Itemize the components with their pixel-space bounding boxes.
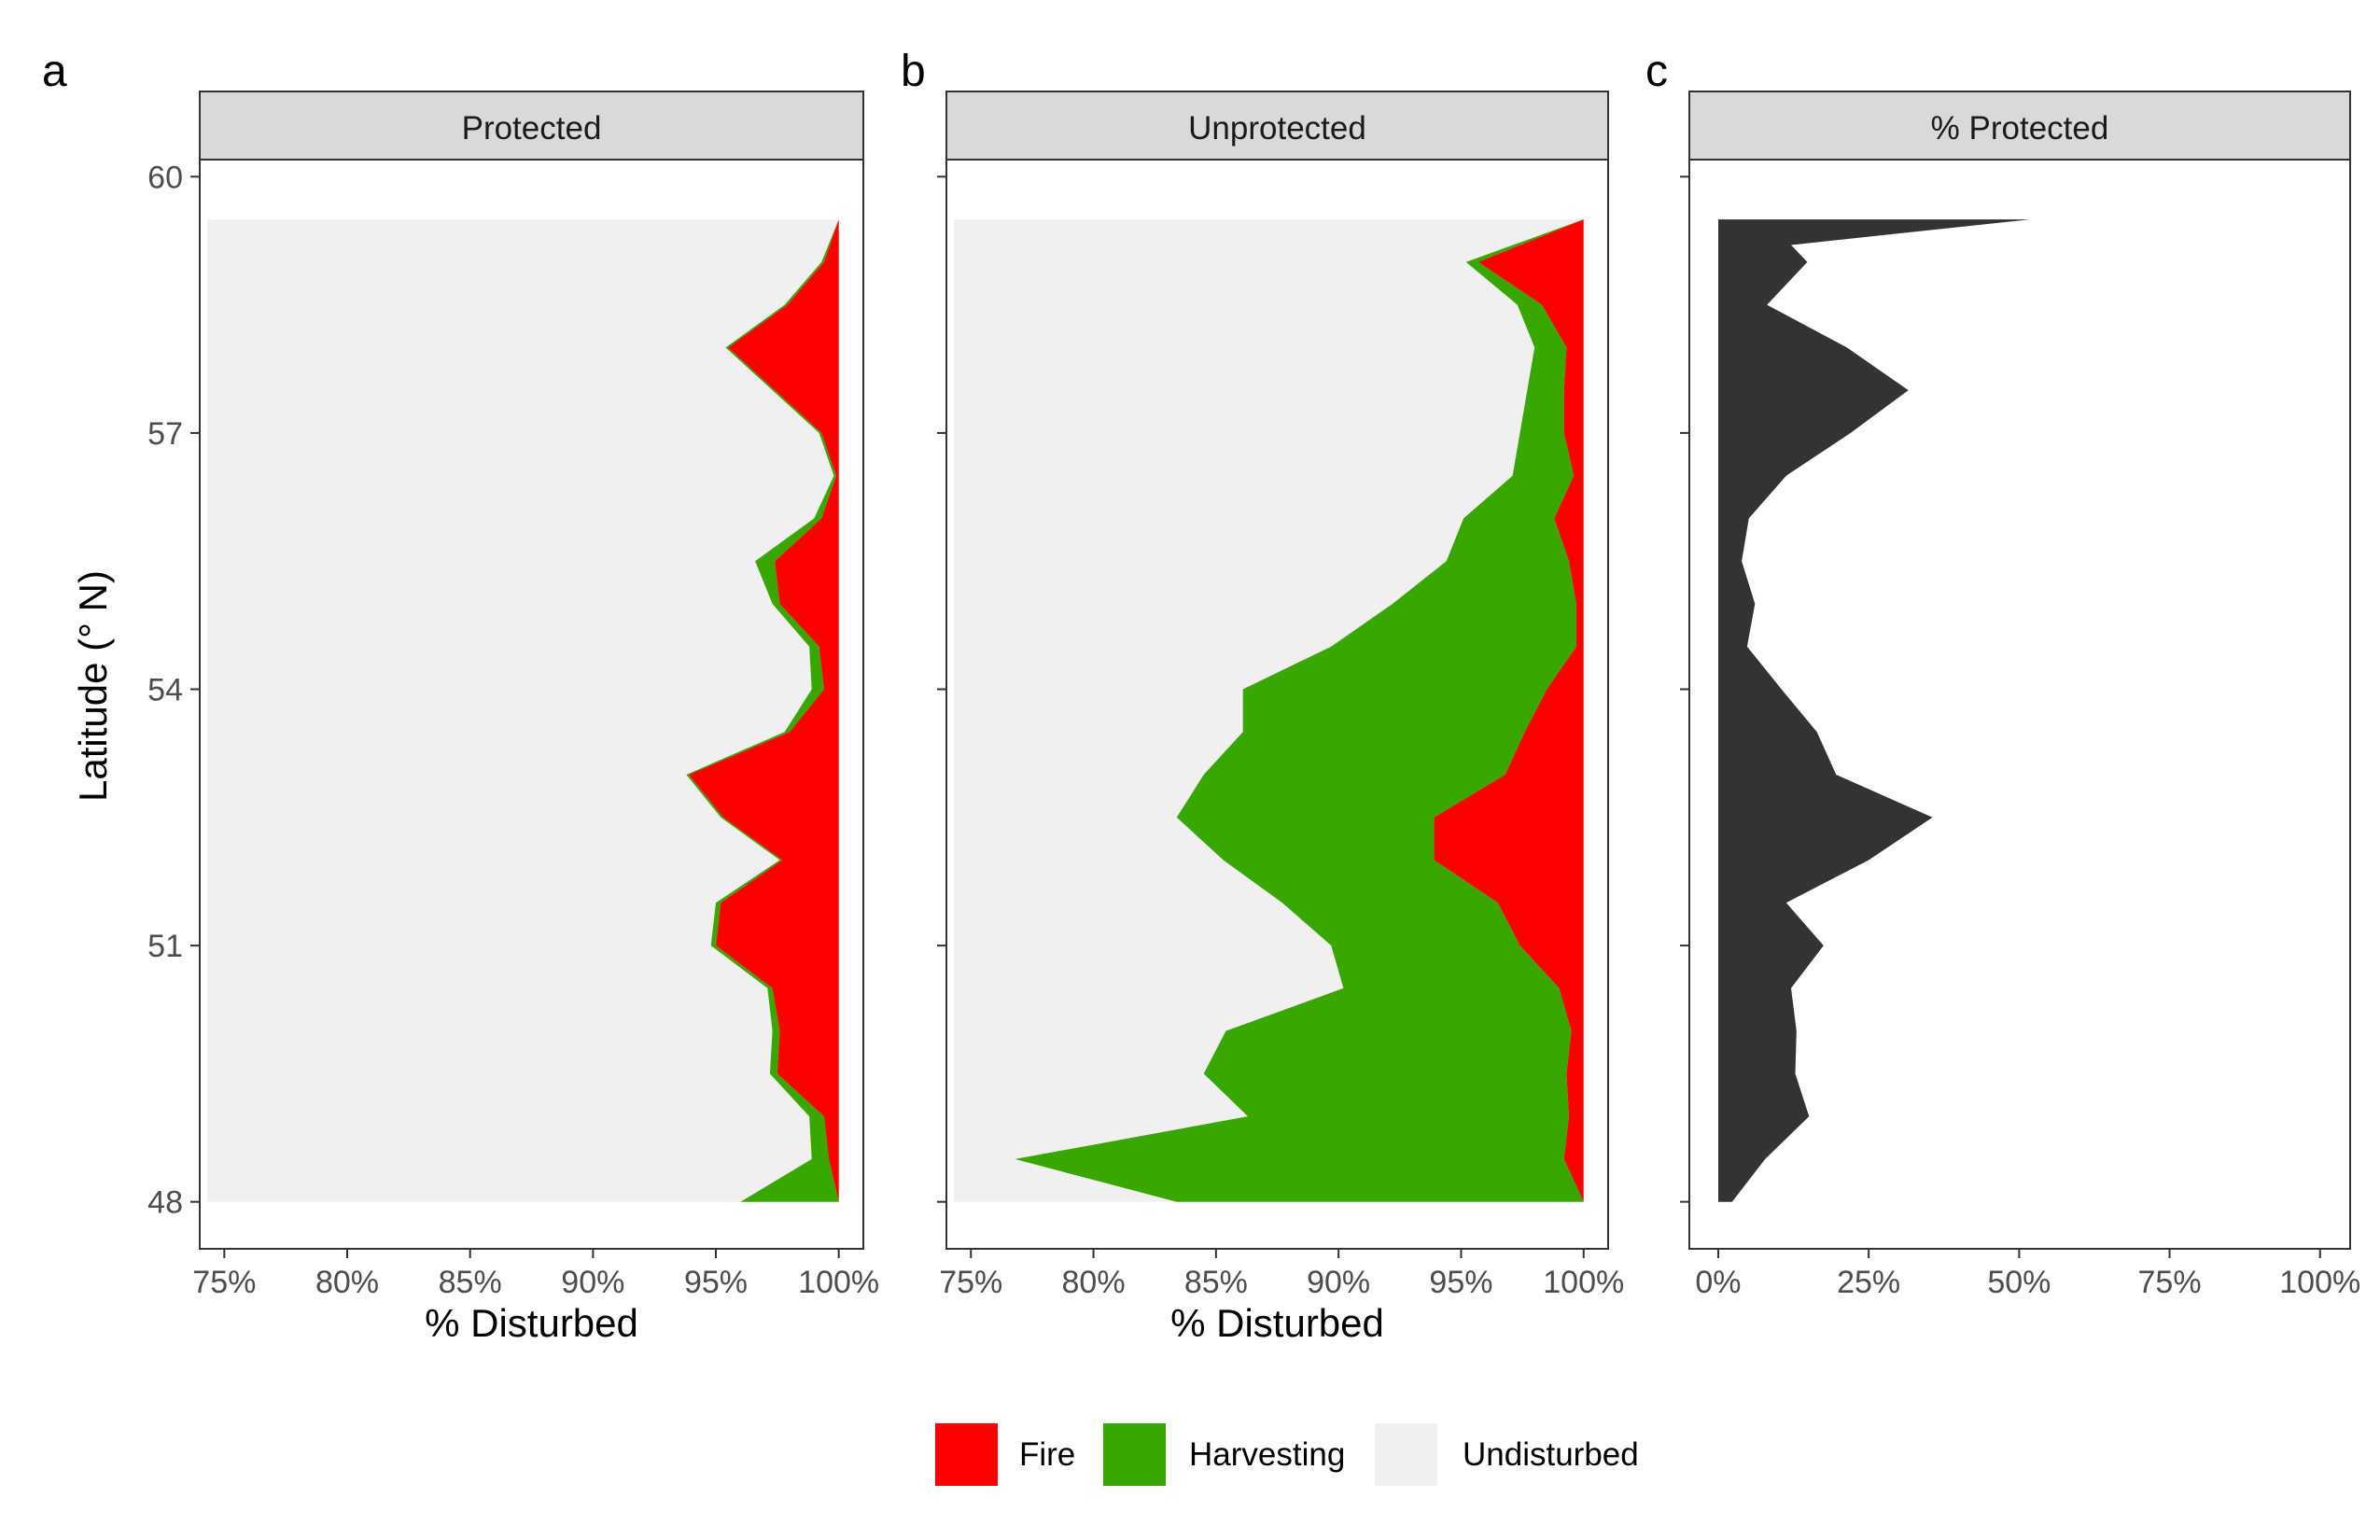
x-tick-label: 100% xyxy=(798,1265,879,1300)
x-tick-label: 85% xyxy=(1184,1265,1248,1300)
x-tick-label: 85% xyxy=(439,1265,502,1300)
facet-strip xyxy=(1688,91,2351,161)
protected-area xyxy=(1718,219,2030,1202)
panel-unprotected: Unprotected b 75% 80% 85% 90% 95% 100% % Disturb… xyxy=(901,47,1624,1345)
x-tick-label: 80% xyxy=(1062,1265,1126,1300)
x-tick-label: 50% xyxy=(1987,1265,2051,1300)
legend-key-harvesting xyxy=(1103,1423,1166,1486)
x-tick-label: 75% xyxy=(939,1265,1002,1300)
fire-area xyxy=(1434,219,1584,1202)
harvesting-area xyxy=(1015,219,1584,1202)
facet-strip xyxy=(199,91,864,161)
x-tick-label: 95% xyxy=(1429,1265,1492,1300)
x-tick-label: 100% xyxy=(1543,1265,1624,1300)
y-axis-title: Latitude (° N) xyxy=(71,570,115,802)
x-axis-title: % Disturbed xyxy=(425,1301,638,1345)
panel-border xyxy=(945,159,1609,1250)
legend-label-fire: Fire xyxy=(1019,1436,1075,1473)
x-tick-label: 95% xyxy=(684,1265,748,1300)
y-tick-label: 54 xyxy=(147,672,183,707)
facet-strip-label: Protected xyxy=(462,110,602,147)
facet-strip-label: % Protected xyxy=(1931,110,2109,147)
x-tick-label: 90% xyxy=(561,1265,624,1300)
x-tick-label: 75% xyxy=(2138,1265,2202,1300)
panel-percent-protected: % Protected c 0% 25% 50% 75% 100% xyxy=(1645,47,2360,1300)
legend-key-fire xyxy=(935,1423,998,1486)
y-tick-label: 60 xyxy=(147,160,183,195)
panel-protected: Protected a 75% 80% 85% 90% 95% 100% 48 51 54 57 60%… xyxy=(42,47,879,1345)
panel-letter: b xyxy=(901,47,926,96)
x-tick-label: 90% xyxy=(1307,1265,1370,1300)
facet-strip xyxy=(945,91,1609,161)
x-tick-label: 80% xyxy=(315,1265,379,1300)
fire-area xyxy=(689,219,839,1202)
undisturbed-area xyxy=(207,219,839,1202)
legend-label-undisturbed: Undisturbed xyxy=(1463,1436,1639,1473)
legend: Fire Harvesting Undisturbed xyxy=(935,1423,1639,1486)
x-tick-label: 0% xyxy=(1695,1265,1741,1300)
y-tick-label: 51 xyxy=(147,929,183,964)
y-tick-label: 48 xyxy=(147,1185,183,1221)
panel-border xyxy=(199,159,864,1250)
x-tick-label: 100% xyxy=(2279,1265,2360,1300)
legend-key-undisturbed xyxy=(1375,1423,1437,1486)
x-tick-label: 75% xyxy=(192,1265,256,1300)
panel-letter: c xyxy=(1645,47,1668,96)
panel-letter: a xyxy=(42,47,67,96)
legend-label-harvesting: Harvesting xyxy=(1189,1436,1345,1473)
facet-strip-label: Unprotected xyxy=(1188,110,1366,147)
x-tick-label: 25% xyxy=(1837,1265,1900,1300)
x-axis-title: % Disturbed xyxy=(1170,1301,1384,1345)
y-tick-label: 57 xyxy=(147,416,183,452)
